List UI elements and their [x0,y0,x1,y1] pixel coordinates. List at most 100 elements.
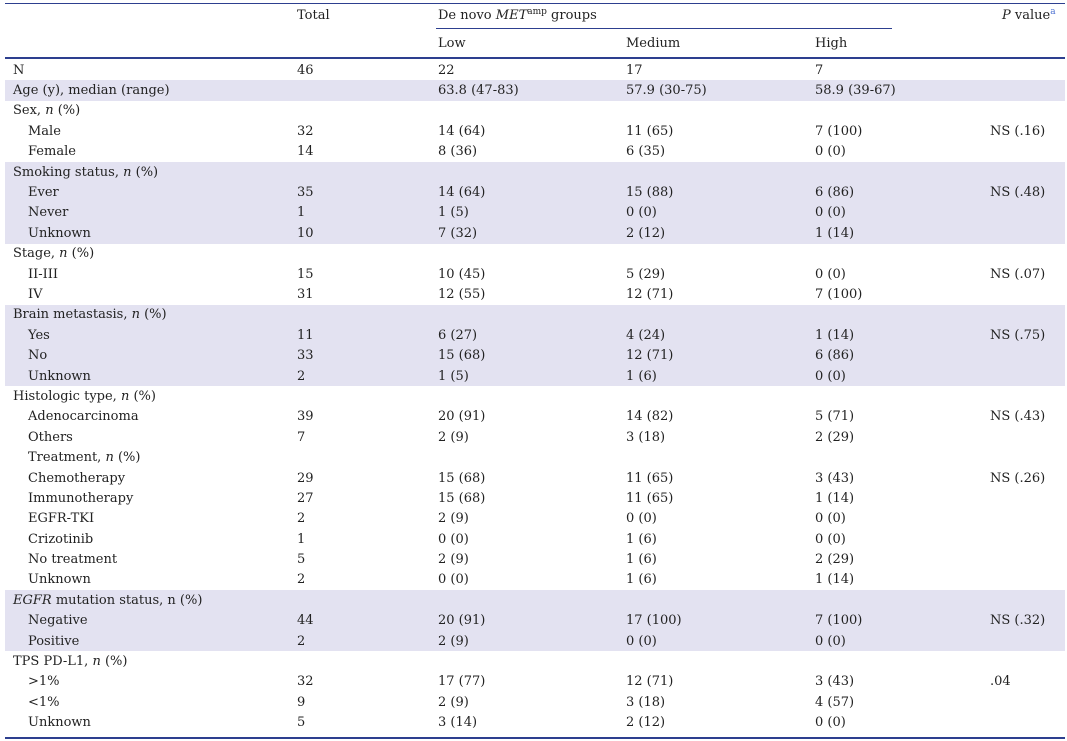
header-total: Total [297,8,330,23]
row-label-text: Smoking status, [13,164,124,180]
high-cell: 1 (14) [815,325,990,346]
header-groups-suffix: groups [546,8,597,23]
row-label: Unknown [5,570,297,590]
low-cell: 20 (91) [438,610,626,631]
row-label: Immunotherapy [5,488,297,508]
high-cell: 7 (100) [815,610,990,631]
row-label: Unknown [5,223,297,244]
low-cell: 14 (64) [438,182,626,203]
total-cell: 2 [297,365,438,387]
total-cell: 32 [297,123,314,139]
total-cell: 27 [297,490,314,506]
low-cell: 2 (9) [438,630,626,652]
row-label: Sex, n (%) [5,101,297,121]
table-row: No treatment 5 2 (9) 1 (6) 2 (29) [5,549,1065,569]
total-cell: 1 [297,531,306,547]
total-cell: 35 [297,182,438,203]
row-label-text: Treatment, [28,450,106,466]
low-cell: 17 (77) [438,674,486,690]
row-label-text: Unknown [28,572,91,588]
medium-cell [626,386,815,406]
table-row: Female 14 8 (36) 6 (35) 0 (0) [5,142,1065,162]
table-body: N 46 22 17 7 Age (y), median (range) 63.8 (47-… [5,60,1065,733]
row-label-suffix: mutation status, n (%) [51,592,203,608]
total-cell: 44 [297,610,438,631]
medium-cell: 11 (65) [626,123,674,139]
high-cell: 0 (0) [815,365,990,387]
total-cell [297,101,438,121]
table-row: Unknown 5 3 (14) 2 (12) 0 (0) [5,713,1065,733]
p-value-cell [990,590,1065,611]
medium-cell: 15 (88) [626,182,815,203]
row-label-text: Stage, [13,246,60,262]
low-cell [438,651,626,671]
footnote-a-link[interactable]: a [1050,7,1056,17]
row-label-text: No treatment [28,552,118,568]
p-value-cell [990,713,1065,733]
row-label: Ever [5,182,297,203]
medium-cell [626,101,815,121]
table-row: Immunotherapy 27 15 (68) 11 (65) 1 (14) [5,488,1065,508]
medium-cell: 12 (71) [626,286,674,302]
low-cell: 20 (91) [438,409,486,425]
total-cell: 39 [297,409,314,425]
medium-cell: 12 (71) [626,674,674,690]
p-value-cell [990,202,1065,224]
total-cell: 2 [297,572,306,588]
high-cell [815,447,990,467]
total-cell [297,161,438,183]
row-label: Yes [5,325,297,346]
row-label-suffix: (%) [129,388,156,404]
low-cell: 2 (9) [438,694,469,710]
medium-cell [626,590,815,611]
high-cell: 0 (0) [815,266,846,282]
medium-cell: 0 (0) [626,202,815,224]
p-value-cell: .04 [990,674,1011,690]
row-label: Age (y), median (range) [5,80,297,101]
low-cell: 1 (5) [438,202,626,224]
total-cell: 46 [297,62,314,78]
row-label: Brain metastasis, n (%) [5,304,297,326]
row-label-text: Immunotherapy [28,490,134,506]
row-label-text: Ever [28,185,59,201]
high-cell [815,651,990,671]
table-bottom-rule [5,737,1065,739]
row-label: Chemotherapy [5,468,297,488]
low-cell [438,386,626,406]
row-label-italic: n [131,307,140,323]
medium-cell: 3 (18) [626,429,666,445]
high-cell: 3 (43) [815,470,855,486]
row-label-italic: n [105,450,114,466]
medium-cell [626,447,815,467]
header-bottom-rule [5,57,1065,59]
row-label: Smoking status, n (%) [5,161,297,183]
p-value-cell: NS (.48) [990,182,1065,203]
table-row: Crizotinib 1 0 (0) 1 (6) 0 (0) [5,529,1065,549]
row-label: >1% [5,672,297,692]
table-row: Positive 2 2 (9) 0 (0) 0 (0) [5,630,1065,652]
low-cell: 0 (0) [438,531,469,547]
low-cell [438,447,626,467]
high-cell [815,304,990,326]
total-cell: 32 [297,674,314,690]
row-label-text: Adenocarcinoma [28,409,139,425]
total-cell [297,304,438,326]
row-label-text: Male [28,123,61,139]
p-value-cell [990,570,1065,590]
row-label: TPS PD-L1, n (%) [5,651,297,671]
total-cell: 1 [297,202,438,224]
high-cell [815,386,990,406]
medium-cell: 0 (0) [626,630,815,652]
high-cell: 4 (57) [815,694,855,710]
medium-cell: 5 (29) [626,266,666,282]
p-value-cell [990,692,1065,712]
high-cell: 1 (14) [815,490,855,506]
total-cell: 2 [297,511,306,527]
low-cell: 1 (5) [438,365,626,387]
table-row: IV 31 12 (55) 12 (71) 7 (100) [5,284,1065,304]
row-label: Negative [5,610,297,631]
low-cell [438,161,626,183]
row-label-suffix: (%) [100,654,128,670]
medium-cell [626,161,815,183]
low-cell: 15 (68) [438,490,486,506]
